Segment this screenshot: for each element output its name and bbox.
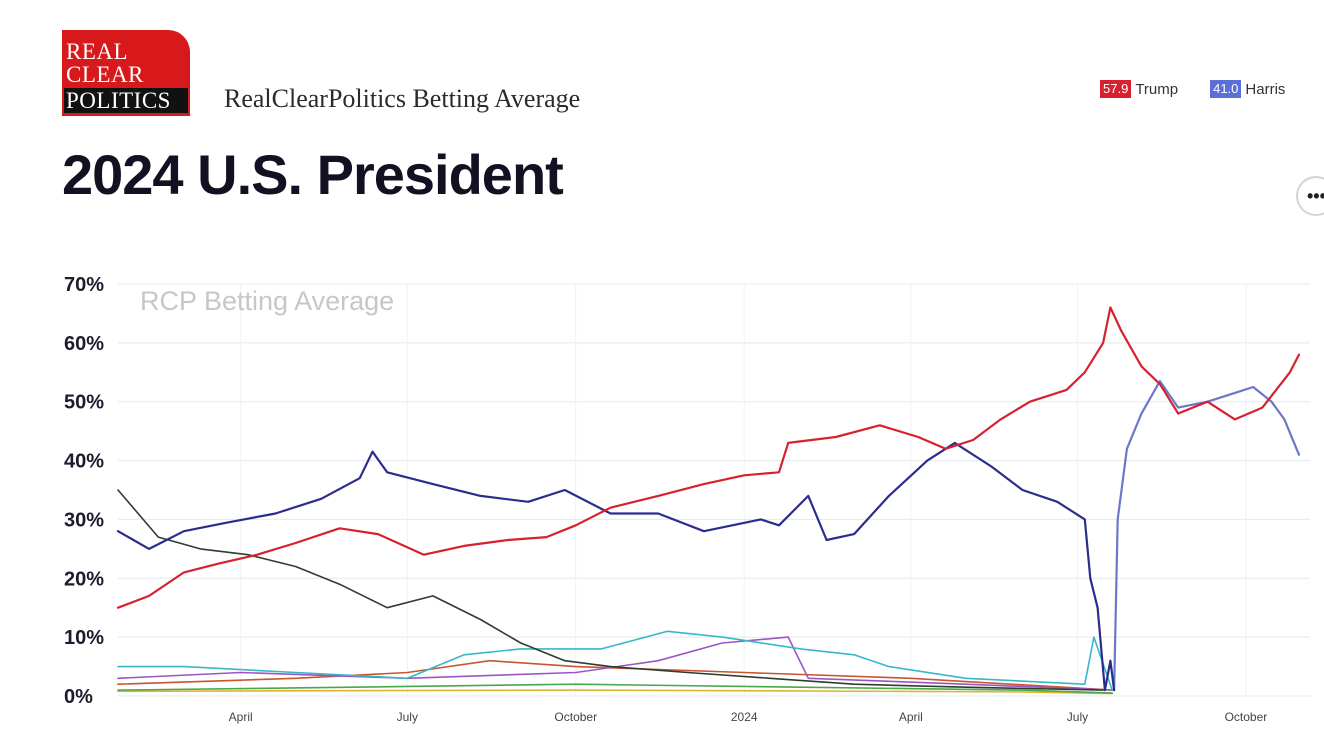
x-tick-label: July <box>397 710 418 724</box>
y-tick-label: 50% <box>64 392 104 414</box>
legend-label: Harris <box>1245 80 1286 98</box>
y-tick-label: 60% <box>64 333 104 355</box>
logo-line-1: REAL <box>66 39 129 64</box>
series-line <box>117 689 1113 695</box>
series-line <box>117 683 1113 694</box>
x-tick-label: April <box>229 710 253 724</box>
y-tick-label: 30% <box>64 509 104 531</box>
series-line <box>117 630 1113 691</box>
legend-item-trump[interactable]: 57.9 Trump <box>1100 80 1178 98</box>
page-subtitle: RealClearPolitics Betting Average <box>224 84 581 113</box>
x-tick-label: April <box>899 710 923 724</box>
series-line <box>117 659 1113 691</box>
logo-line-2: CLEAR <box>66 62 144 87</box>
y-tick-label: 40% <box>64 451 104 473</box>
y-tick-label: 20% <box>64 568 104 590</box>
x-tick-label: October <box>554 710 597 724</box>
more-options-button[interactable]: ••• <box>1296 176 1324 216</box>
logo-line-3: POLITICS <box>64 88 188 113</box>
y-tick-label: 70% <box>64 274 104 296</box>
chart-watermark-title: RCP Betting Average <box>140 286 395 316</box>
x-tick-label: July <box>1067 710 1088 724</box>
series-line <box>116 306 1301 609</box>
legend-value-badge: 57.9 <box>1100 80 1132 98</box>
chart-legend: 57.9 Trump 41.0 Harris <box>1100 80 1285 98</box>
x-tick-label: October <box>1225 710 1268 724</box>
legend-item-harris[interactable]: 41.0 Harris <box>1210 80 1285 98</box>
legend-label: Trump <box>1135 80 1179 98</box>
y-tick-label: 0% <box>64 686 93 708</box>
page-title: 2024 U.S. President <box>62 143 564 206</box>
x-tick-label: 2024 <box>731 710 758 724</box>
rcp-logo: REAL CLEAR POLITICS <box>62 30 190 116</box>
series-line <box>1113 380 1301 692</box>
series-line <box>117 636 1113 691</box>
series-line <box>117 489 1104 691</box>
series-line <box>116 441 1116 692</box>
legend-value-badge: 41.0 <box>1210 80 1242 98</box>
y-tick-label: 10% <box>64 627 104 649</box>
